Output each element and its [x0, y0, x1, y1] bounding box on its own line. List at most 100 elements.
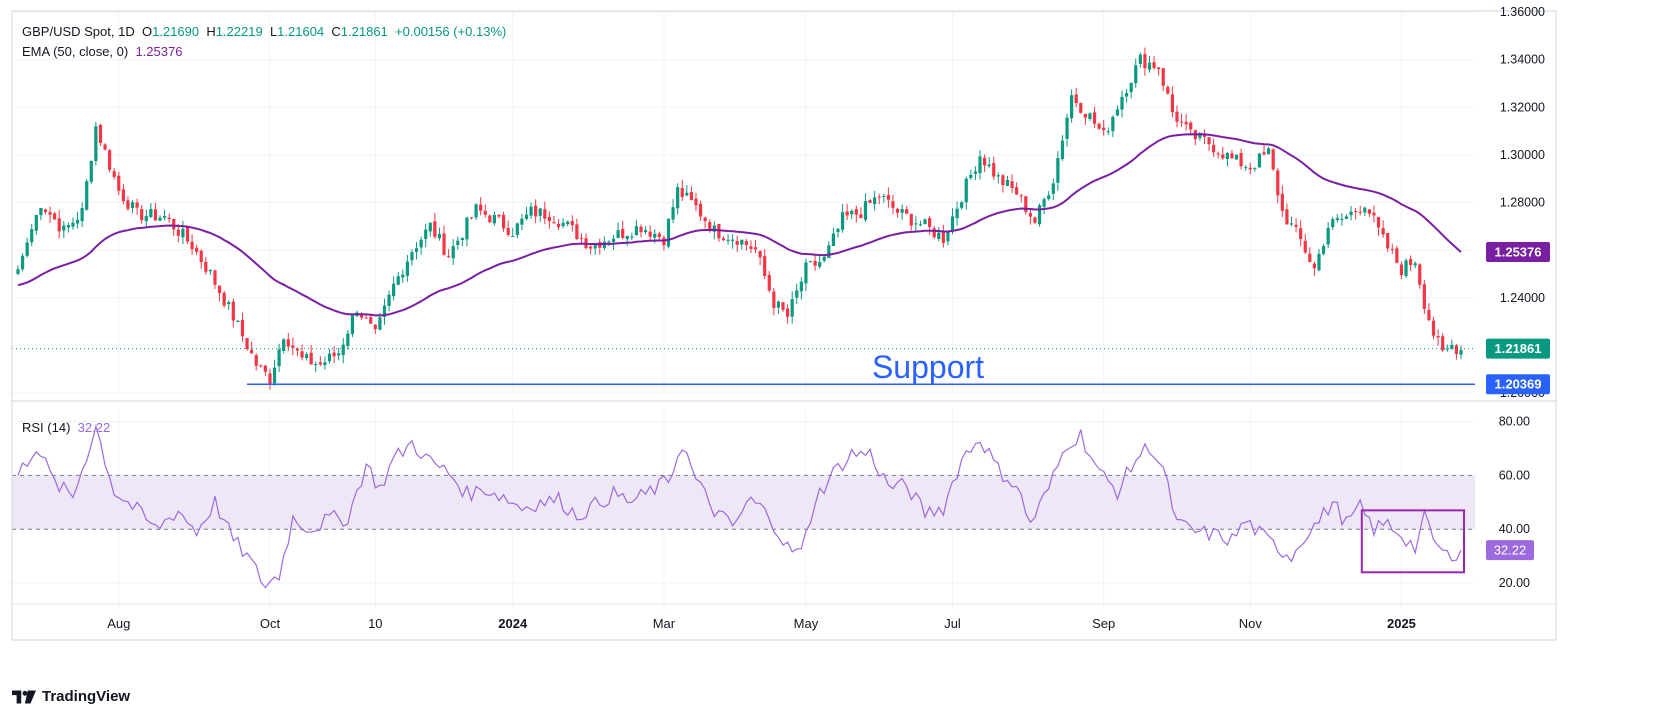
candle [515, 222, 519, 239]
candle [895, 207, 900, 218]
candle [822, 256, 826, 263]
candle [1271, 148, 1275, 171]
candle-body [309, 352, 313, 365]
candle [1212, 138, 1216, 158]
candle-body [176, 229, 180, 236]
candle [685, 185, 689, 197]
candle-body [795, 290, 799, 298]
rsi-legend[interactable]: RSI (14) 32.22 [22, 420, 110, 435]
tradingview-logo[interactable]: TradingView [12, 688, 130, 705]
candle [1189, 121, 1193, 135]
candle-body [634, 226, 639, 236]
candle [346, 329, 350, 350]
candle [428, 222, 432, 237]
candle-body [1271, 149, 1275, 170]
candle [172, 218, 176, 236]
candle [763, 249, 767, 280]
candle [900, 204, 904, 221]
candle [978, 150, 982, 180]
candle [1129, 82, 1133, 99]
candle-body [304, 354, 309, 358]
candle [566, 220, 570, 227]
candle-body [259, 365, 263, 367]
time-tick-label: Oct [260, 616, 281, 631]
candle [634, 219, 639, 236]
ema-value: 1.25376 [135, 44, 183, 59]
candle-body [419, 239, 423, 248]
candle [1358, 205, 1362, 216]
candle-body [1317, 253, 1321, 271]
candle [928, 216, 932, 235]
candle [387, 290, 391, 312]
candle-body [1431, 320, 1436, 336]
candle-body [190, 241, 194, 250]
candle-body [1019, 195, 1023, 197]
candle [254, 353, 258, 371]
candle-body [1129, 82, 1133, 93]
candle-body [1445, 348, 1449, 350]
candle-body [524, 214, 529, 219]
candle-body [703, 217, 707, 222]
candle-body [346, 333, 350, 346]
candle-body [538, 208, 542, 216]
candle [662, 235, 666, 251]
candle-body [1354, 211, 1358, 213]
candle [80, 202, 84, 228]
price-tick-label: 1.30000 [1500, 148, 1545, 162]
candle-body [167, 217, 171, 220]
candle [868, 199, 872, 204]
candle-body [277, 349, 281, 367]
candle [506, 220, 510, 237]
symbol-label[interactable]: GBP/USD Spot, 1D [22, 24, 135, 39]
candle-body [1051, 183, 1055, 194]
candle-body [195, 247, 199, 252]
candle [1441, 333, 1445, 352]
candle [492, 211, 497, 226]
ema-legend[interactable]: EMA (50, close, 0) 1.25376 [22, 44, 182, 59]
candle [941, 224, 945, 248]
candle [213, 269, 217, 289]
candle-body [350, 315, 355, 335]
time-tick-label: Mar [653, 616, 676, 631]
candle [520, 213, 524, 231]
candle-body [286, 339, 290, 347]
candle [1326, 221, 1330, 249]
candle [300, 344, 304, 361]
candle-body [1124, 93, 1129, 97]
candle [71, 217, 75, 230]
time-tick-label: May [794, 616, 819, 631]
candle [1308, 247, 1312, 263]
candle [1381, 220, 1385, 238]
candle [1450, 339, 1454, 350]
candle-body [1299, 228, 1303, 240]
candle [1143, 47, 1147, 76]
candle-body [254, 355, 258, 366]
candle [1285, 203, 1289, 225]
candle-body [497, 214, 501, 217]
candle [144, 209, 148, 227]
candle [501, 211, 506, 232]
candle-body [758, 251, 762, 258]
candle-body [483, 210, 487, 215]
candle-body [845, 211, 849, 216]
candle-body [89, 160, 93, 182]
candle [689, 186, 694, 201]
candle-body [708, 222, 712, 232]
candle-body [767, 274, 771, 291]
candle [1111, 115, 1115, 137]
candle-body [1349, 211, 1353, 216]
candle [1244, 165, 1248, 171]
candle [1088, 112, 1092, 121]
candle-body [117, 175, 121, 191]
candle [721, 236, 726, 242]
candle [666, 218, 671, 249]
candle [1083, 113, 1087, 126]
candle-body [511, 236, 515, 238]
candle [57, 210, 61, 239]
candle-body [185, 227, 190, 242]
candle [277, 343, 281, 373]
candle [1395, 245, 1399, 264]
candle-body [1056, 158, 1060, 183]
candle-body [836, 228, 840, 233]
